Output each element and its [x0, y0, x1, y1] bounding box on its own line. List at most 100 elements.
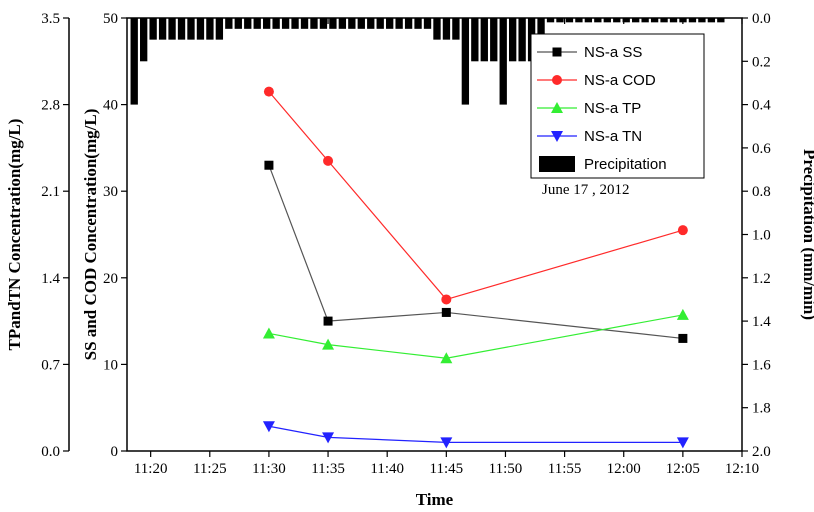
ns-a-tp-point — [322, 338, 335, 350]
legend-marker-ns-a-ss — [552, 47, 562, 57]
legend-marker-ns-a-tp — [551, 102, 563, 113]
ns-a-tp-line — [268, 314, 683, 359]
precipitation-bar — [234, 18, 242, 29]
precipitation-bar — [149, 18, 157, 40]
left-outer-tick-label: 2.1 — [41, 184, 60, 200]
ns-a-ss-point — [323, 316, 333, 326]
precipitation-bar — [357, 18, 365, 29]
precipitation-bar — [546, 18, 555, 23]
x-tick-label: 11:55 — [548, 461, 582, 477]
x-tick-label: 11:30 — [252, 461, 286, 477]
legend-label-ns-a-ss: NS-a SS — [584, 44, 642, 61]
precipitation-bar — [698, 18, 706, 23]
precipitation-bar — [717, 18, 725, 23]
right-tick-label: 0.6 — [752, 141, 771, 157]
ns-a-tn-point — [676, 437, 689, 449]
precipitation-bar — [584, 18, 593, 23]
right-tick-label: 0.4 — [752, 98, 771, 114]
precipitation-bar — [244, 18, 252, 29]
legend-box — [530, 33, 705, 179]
left-outer-tick-label: 1.4 — [41, 271, 60, 287]
precipitation-bar — [215, 18, 224, 40]
precipitation-bars — [130, 18, 725, 105]
precipitation-bar — [395, 18, 403, 29]
precipitation-bar — [660, 18, 668, 23]
precipitation-bar — [404, 18, 413, 29]
precipitation-bar — [603, 18, 611, 23]
legend-swatch-precipitation — [539, 156, 575, 172]
legend-label-precipitation: Precipitation — [584, 156, 667, 173]
precipitation-bar — [669, 18, 678, 23]
ns-a-cod-line — [268, 91, 684, 301]
left-outer-axis-title: TPandTN Concentration(mg/L) — [5, 119, 24, 351]
ns-a-tn-point — [262, 421, 275, 433]
x-tick-label: 11:20 — [134, 461, 168, 477]
legend-marker-ns-a-cod — [552, 75, 562, 85]
left-outer-tick-label: 3.5 — [41, 11, 60, 27]
right-tick-label: 1.6 — [752, 357, 771, 373]
precipitation-bar — [499, 18, 507, 105]
x-tick-label: 11:50 — [489, 461, 523, 477]
precipitation-bar — [130, 18, 138, 105]
x-tick-label: 11:35 — [311, 461, 345, 477]
left-inner-tick-label: 30 — [103, 184, 118, 200]
axes: 11:20 11:25 11:30 11:35 11:40 11:45 11:50 11:55… — [5, 11, 814, 509]
ns-a-ss-point — [264, 160, 274, 170]
precipitation-bar — [461, 18, 470, 105]
ns-a-cod-point — [323, 155, 334, 166]
legend-label-ns-a-tp: NS-a TP — [584, 100, 641, 117]
ns-a-tp-point — [676, 308, 689, 320]
ns-a-tn-point — [440, 437, 453, 449]
right-tick-label: 0.0 — [752, 11, 771, 27]
left-outer-tick-label: 0.0 — [41, 444, 60, 460]
left-inner-tick-label: 10 — [103, 357, 118, 373]
left-inner-tick-label: 20 — [103, 271, 118, 287]
precipitation-bar — [556, 18, 564, 23]
ns-a-tp-point — [262, 327, 275, 339]
ns-a-cod-point — [263, 86, 274, 97]
precipitation-bar — [480, 18, 488, 62]
precipitation-bar — [632, 18, 640, 23]
right-tick-label: 0.2 — [752, 54, 771, 70]
precipitation-bar — [281, 18, 290, 29]
left-inner-tick-label: 50 — [103, 11, 118, 27]
precipitation-bar — [688, 18, 697, 23]
precipitation-bar — [338, 18, 347, 29]
ns-a-tn-point — [322, 432, 335, 444]
x-tick-label: 12:10 — [725, 461, 759, 477]
precipitation-bar — [225, 18, 233, 29]
precipitation-bar — [518, 18, 526, 62]
precipitation-bar — [196, 18, 205, 40]
ns-a-ss-point — [678, 333, 688, 343]
precipitation-bar — [310, 18, 318, 29]
precipitation-bar — [300, 18, 309, 29]
precipitation-bar — [348, 18, 356, 29]
precipitation-bar — [565, 18, 574, 23]
precipitation-bar — [414, 18, 422, 29]
right-tick-label: 1.2 — [752, 271, 771, 287]
precipitation-bar — [490, 18, 498, 62]
left-inner-tick-label: 0 — [111, 444, 119, 460]
precipitation-bar — [158, 18, 167, 40]
precipitation-bar — [386, 18, 394, 29]
ns-a-cod-point — [441, 294, 452, 305]
precipitation-bar — [423, 18, 432, 29]
left-outer-tick-label: 0.7 — [41, 357, 60, 373]
right-tick-label: 2.0 — [752, 444, 771, 460]
ns-a-cod-point — [677, 225, 688, 236]
x-tick-label: 11:25 — [193, 461, 227, 477]
series-layer — [262, 86, 689, 449]
precipitation-bar — [442, 18, 451, 40]
left-inner-axis-title: SS and COD Concentration(mg/L) — [81, 109, 100, 361]
legend-marker-ns-a-tn — [551, 131, 563, 142]
precipitation-bar — [187, 18, 195, 40]
x-tick-label: 11:40 — [370, 461, 404, 477]
precipitation-bar — [329, 18, 337, 29]
date-annotation: June 17 , 2012 — [542, 182, 630, 198]
right-tick-label: 1.4 — [752, 314, 771, 330]
right-tick-label: 1.8 — [752, 401, 771, 417]
x-tick-label: 12:00 — [607, 461, 641, 477]
precipitation-bar — [650, 18, 659, 23]
precipitation-bar — [707, 18, 716, 23]
precipitation-bar — [206, 18, 214, 40]
